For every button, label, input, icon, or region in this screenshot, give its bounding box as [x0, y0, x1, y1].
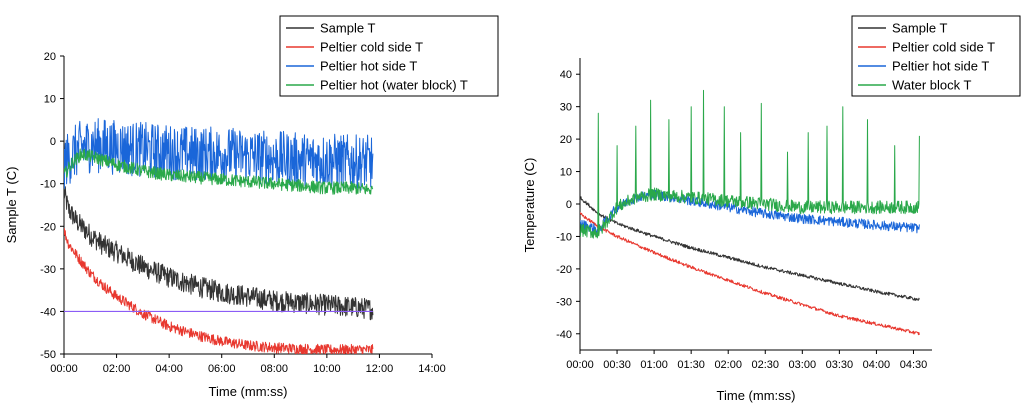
y-axis-title: Temperature (C) — [522, 158, 537, 253]
x-tick-label: 00:00 — [566, 359, 594, 371]
x-tick-label: 02:00 — [103, 363, 131, 375]
y-tick-label: 0 — [50, 136, 56, 148]
y-tick-label: 10 — [560, 167, 572, 179]
plot-area — [64, 118, 374, 354]
chart-right: -40 -30 -20 -10 0 10 20 30 40 00:00 00:30 01:00 01:3… — [522, 15, 1021, 403]
legend-label: Peltier cold side T — [320, 40, 423, 55]
plot-area — [580, 89, 920, 336]
series-line-2 — [64, 228, 374, 354]
series-line-3 — [64, 118, 374, 191]
x-tick-label: 00:00 — [50, 363, 78, 375]
x-tick-label: 08:00 — [261, 363, 289, 375]
y-tick-label: 20 — [44, 51, 56, 63]
y-tick-label: -20 — [556, 264, 572, 276]
series-line-1 — [580, 196, 920, 301]
legend-label: Sample T — [320, 21, 375, 36]
y-tick-label: 30 — [560, 102, 572, 114]
chart-left: -50 -40 -30 -20 -10 0 10 20 00:00 02:00 04:00 06:00… — [4, 15, 499, 399]
x-tick-label: 12:00 — [366, 363, 394, 375]
series-line-2 — [580, 212, 920, 336]
legend-label: Peltier cold side T — [892, 40, 995, 55]
x-tick-label: 01:30 — [677, 359, 705, 371]
y-tick-label: -50 — [40, 349, 56, 361]
y-tick-label: -40 — [40, 306, 56, 318]
y-tick-label: -20 — [40, 221, 56, 233]
x-tick-label: 04:00 — [863, 359, 891, 371]
y-tick-label: -30 — [40, 264, 56, 276]
legend-label: Peltier hot side T — [320, 59, 417, 74]
legend-label: Peltier hot side T — [892, 59, 989, 74]
legend-label: Peltier hot (water block) T — [320, 78, 468, 93]
x-axis-title: Time (mm:ss) — [209, 384, 288, 399]
x-axis-title: Time (mm:ss) — [717, 388, 796, 403]
legend-label: Water block T — [892, 78, 972, 93]
legend: Sample T Peltier cold side T Peltier hot s… — [279, 15, 499, 97]
x-tick-label: 03:30 — [826, 359, 854, 371]
x-tick-label: 02:30 — [751, 359, 779, 371]
series-line-4 — [580, 89, 920, 239]
x-tick-label: 03:00 — [789, 359, 817, 371]
x-tick-label: 06:00 — [208, 363, 236, 375]
x-tick-label: 14:00 — [418, 363, 446, 375]
legend: Sample T Peltier cold side T Peltier hot s… — [851, 15, 1021, 97]
y-tick-label: -10 — [40, 179, 56, 191]
x-tick-label: 02:00 — [714, 359, 742, 371]
x-tick-label: 10:00 — [313, 363, 341, 375]
y-tick-label: -30 — [556, 296, 572, 308]
x-tick-label: 04:30 — [900, 359, 928, 371]
series-line-4 — [64, 148, 374, 195]
y-tick-label: 20 — [560, 134, 572, 146]
y-tick-label: -40 — [556, 329, 572, 341]
legend-box — [851, 15, 1021, 97]
legend-label: Sample T — [892, 21, 947, 36]
y-tick-label: 0 — [566, 199, 572, 211]
x-tick-label: 01:00 — [640, 359, 668, 371]
x-tick-label: 00:30 — [603, 359, 631, 371]
y-tick-label: 40 — [560, 69, 572, 81]
y-axis-title: Sample T (C) — [4, 167, 19, 244]
y-tick-label: 10 — [44, 94, 56, 106]
legend-box — [279, 15, 499, 97]
series-line-1 — [64, 186, 374, 321]
y-tick-label: -10 — [556, 231, 572, 243]
x-tick-label: 04:00 — [155, 363, 183, 375]
